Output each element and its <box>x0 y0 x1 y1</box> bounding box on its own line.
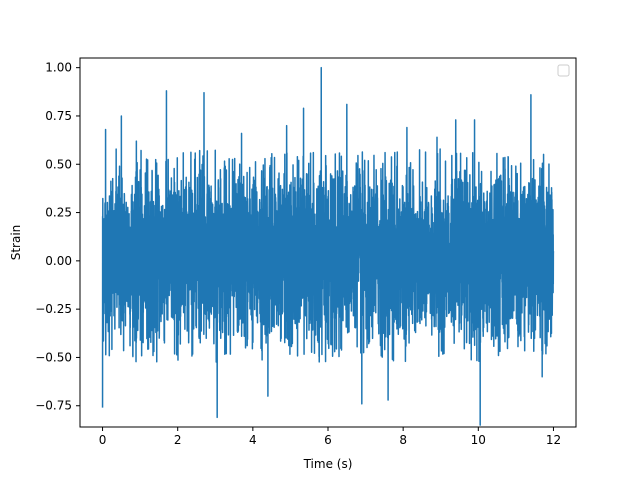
y-tick-label: 0.50 <box>45 157 72 171</box>
y-tick-label: −0.75 <box>35 399 72 413</box>
x-axis-ticks: 0 2 4 6 8 10 12 <box>99 427 561 447</box>
y-tick-label: 1.00 <box>45 61 72 75</box>
x-tick-label: 6 <box>324 433 332 447</box>
series-line <box>101 66 555 426</box>
legend-box <box>557 64 570 77</box>
y-tick-label: 0.25 <box>45 206 72 220</box>
y-tick-label: −0.50 <box>35 350 72 364</box>
y-axis-label: Strain <box>9 225 23 261</box>
x-tick-label: 10 <box>471 433 486 447</box>
y-tick-label: 0.00 <box>45 254 72 268</box>
x-tick-label: 4 <box>249 433 257 447</box>
x-axis-label: Time (s) <box>303 457 353 471</box>
x-tick-label: 2 <box>174 433 182 447</box>
y-tick-label: −0.25 <box>35 302 72 316</box>
y-axis-ticks: −0.75 −0.50 −0.25 0.00 0.25 0.50 0.75 1.00 <box>35 61 80 413</box>
x-tick-label: 8 <box>399 433 407 447</box>
x-tick-label: 12 <box>546 433 561 447</box>
y-tick-label: 0.75 <box>45 109 72 123</box>
x-tick-label: 0 <box>99 433 107 447</box>
series-layer <box>101 66 555 426</box>
